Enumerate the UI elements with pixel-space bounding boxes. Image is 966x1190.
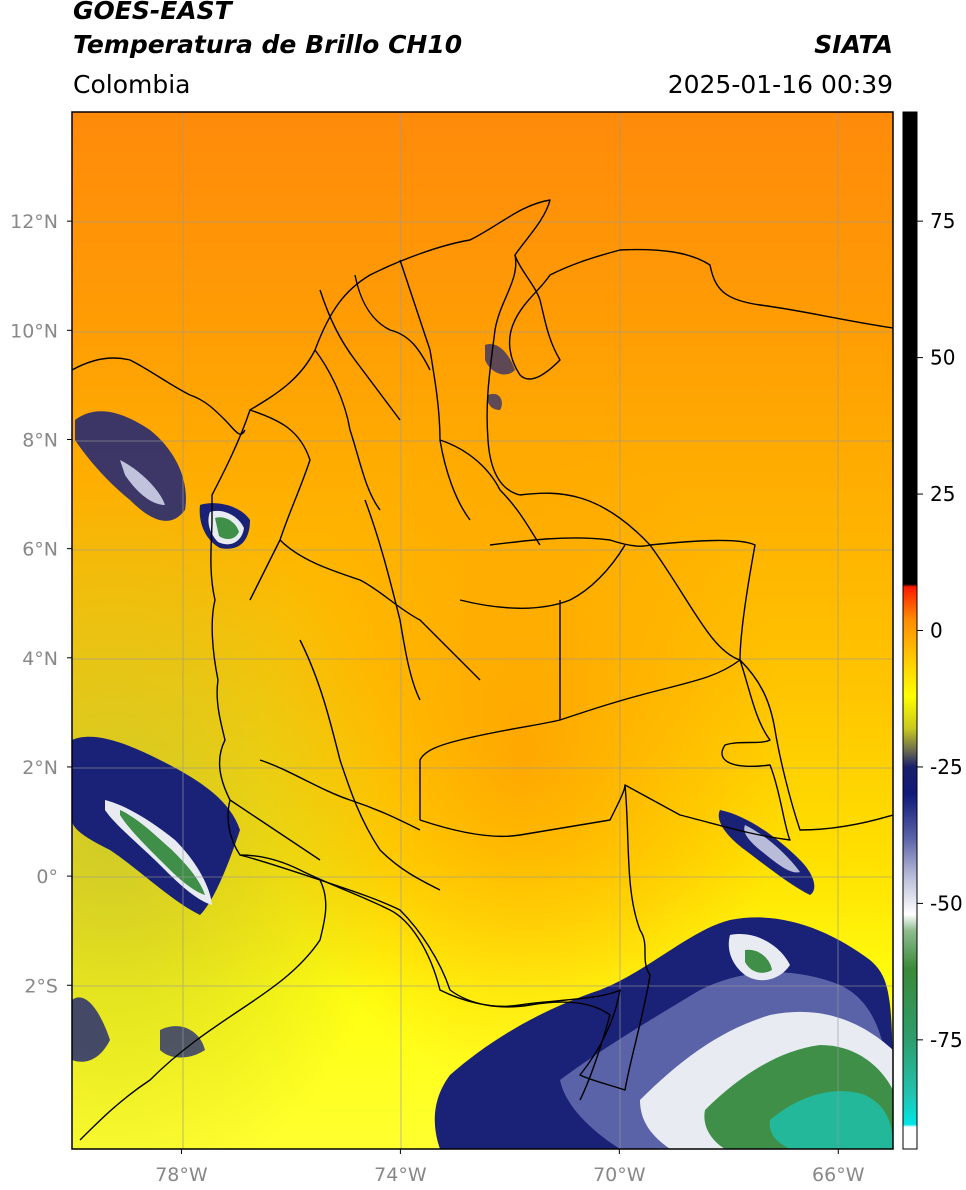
lon-tick-label: 70°W bbox=[593, 1164, 646, 1186]
ecuador-border bbox=[79, 854, 327, 1141]
satellite-title: GOES-EAST bbox=[73, 0, 232, 25]
brazil-venezuela bbox=[649, 544, 893, 831]
dept-2 bbox=[314, 349, 381, 511]
dept-5 bbox=[279, 539, 481, 681]
dept-14 bbox=[229, 799, 321, 861]
lon-tick-labels: 78°W 74°W 70°W 66°W bbox=[155, 1149, 865, 1186]
colorbar-ticks: 75 50 25 0 -25 -50 -75 bbox=[917, 209, 963, 1052]
panama-coast bbox=[72, 357, 246, 435]
cloud-west-pacific bbox=[72, 411, 250, 1062]
venezuela-coast bbox=[508, 248, 893, 380]
dept-6 bbox=[489, 537, 651, 547]
timestamp-label: 2025-01-16 00:39 bbox=[667, 70, 893, 99]
peru-border bbox=[319, 879, 611, 1101]
lon-tick-label: 78°W bbox=[155, 1164, 208, 1186]
colorbar-tick-label: 25 bbox=[930, 482, 955, 506]
colorbar-tick-label: 75 bbox=[930, 209, 955, 233]
region-label: Colombia bbox=[73, 70, 191, 99]
lat-tick-label: 2°N bbox=[22, 757, 58, 779]
colorbar-tick-label: 50 bbox=[930, 346, 955, 370]
colorbar-tick-label: -50 bbox=[930, 891, 963, 915]
lat-tick-labels: 12°N 10°N 8°N 6°N 4°N 2°N 0° 2°S bbox=[10, 211, 72, 997]
lat-tick-label: 0° bbox=[36, 866, 58, 888]
dept-1 bbox=[249, 409, 311, 601]
lat-tick-label: 10°N bbox=[10, 320, 58, 342]
map-frame bbox=[71, 111, 894, 1150]
colorbar-fill bbox=[903, 112, 917, 1149]
boundaries bbox=[72, 199, 893, 1141]
colorbar-tick-label: -25 bbox=[930, 755, 963, 779]
dept-10 bbox=[559, 659, 741, 721]
colorbar-tick-label: 0 bbox=[930, 619, 943, 643]
colombia-border bbox=[210, 199, 791, 1091]
product-title: Temperatura de Brillo CH10 bbox=[73, 30, 463, 59]
dept-3 bbox=[399, 259, 471, 521]
colorbar: 75 50 25 0 -25 -50 -75 bbox=[902, 111, 963, 1150]
dept-15 bbox=[319, 289, 401, 421]
lon-tick-label: 74°W bbox=[374, 1164, 427, 1186]
dept-11 bbox=[299, 639, 441, 891]
lat-tick-label: 6°N bbox=[22, 539, 58, 561]
dept-7 bbox=[459, 544, 626, 609]
brand-label: SIATA bbox=[814, 30, 893, 59]
colorbar-tick-label: -75 bbox=[930, 1028, 963, 1052]
graticule bbox=[72, 112, 893, 1149]
lat-tick-label: 2°S bbox=[24, 975, 58, 997]
dept-9 bbox=[419, 784, 626, 838]
cloud-southeast-convection bbox=[434, 344, 893, 1149]
lat-tick-label: 8°N bbox=[22, 429, 58, 451]
dept-12 bbox=[364, 499, 421, 701]
dept-16 bbox=[354, 274, 431, 371]
map-layers bbox=[72, 112, 893, 1149]
dept-13 bbox=[259, 759, 421, 831]
lat-tick-label: 4°N bbox=[22, 648, 58, 670]
lat-tick-label: 12°N bbox=[10, 211, 58, 233]
dept-8 bbox=[419, 600, 561, 820]
dept-4 bbox=[439, 439, 541, 546]
lon-tick-label: 66°W bbox=[812, 1164, 865, 1186]
